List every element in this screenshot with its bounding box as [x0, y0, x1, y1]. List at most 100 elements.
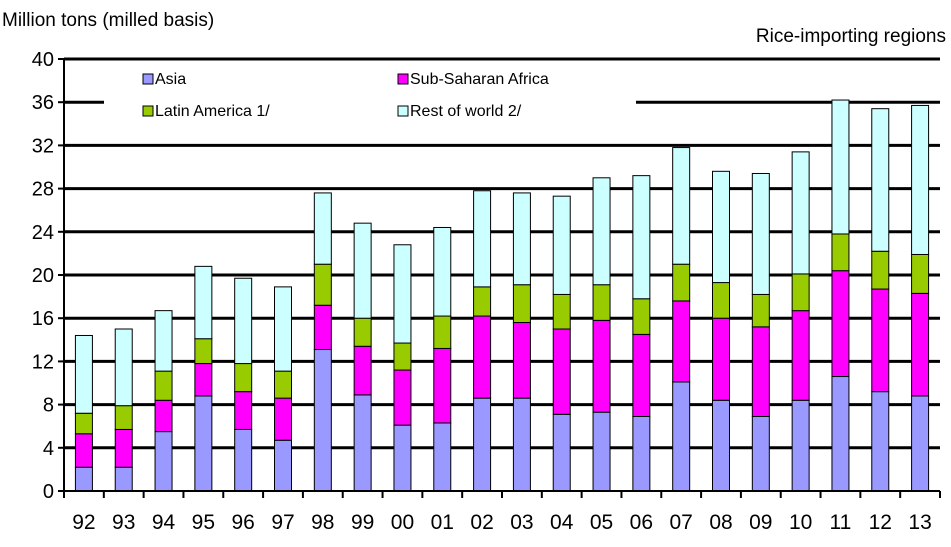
- bar-segment: [114, 428, 133, 468]
- bar-segment: [552, 293, 571, 330]
- bar-segment: [871, 391, 890, 492]
- bar-segment: [353, 317, 372, 347]
- bar-segment: [592, 177, 611, 286]
- bar-segment: [712, 282, 730, 319]
- bar-segment: [194, 338, 213, 365]
- y-tick-label: 20: [32, 265, 54, 287]
- x-tick-label: 13: [908, 511, 931, 534]
- bar-segment: [672, 147, 691, 265]
- bar-segment: [751, 293, 770, 328]
- bar-segment: [393, 424, 412, 492]
- x-tick-label: 08: [709, 511, 732, 534]
- bar-segment: [433, 347, 452, 424]
- x-tick-label: 96: [232, 511, 255, 534]
- x-tick-label: 10: [789, 511, 812, 534]
- bar-segment: [353, 222, 372, 319]
- x-tick-label: 04: [550, 511, 574, 534]
- x-tick-label: 12: [869, 511, 892, 534]
- legend-label: Asia: [155, 71, 186, 88]
- bar-segment: [831, 233, 850, 272]
- x-tick-label: 02: [470, 511, 493, 534]
- bar-segment: [74, 466, 93, 492]
- bar-segment: [114, 405, 133, 430]
- bar-segment: [911, 292, 930, 397]
- legend-swatch: [397, 73, 409, 85]
- bar-segment: [154, 370, 173, 401]
- bar-segment: [393, 369, 412, 426]
- bar-segment: [751, 326, 770, 417]
- bar-segment: [234, 428, 253, 492]
- bar-segment: [871, 250, 890, 290]
- bar-segment: [473, 286, 492, 317]
- bar-segment: [313, 263, 332, 306]
- x-tick-label: 99: [351, 511, 374, 534]
- bar-segment: [234, 391, 253, 430]
- y-axis-label: Million tons (milled basis): [2, 10, 214, 31]
- bar-segment: [154, 431, 173, 492]
- bar-segment: [871, 288, 890, 393]
- bar-segment: [592, 284, 611, 321]
- x-tick-label: 01: [431, 511, 454, 534]
- bar-segment: [751, 415, 770, 492]
- bar-segment: [234, 277, 253, 365]
- bar-segment: [911, 104, 930, 255]
- y-tick-label: 28: [32, 179, 54, 201]
- bar-segment: [512, 192, 531, 286]
- bar-segment: [831, 376, 850, 492]
- bar-segment: [592, 411, 611, 492]
- bar-segment: [313, 304, 332, 351]
- x-tick-label: 11: [830, 511, 852, 534]
- x-tick-label: 09: [749, 511, 772, 534]
- y-tick-label: 32: [32, 135, 54, 157]
- y-tick-label: 0: [43, 481, 54, 503]
- legend-swatch: [397, 105, 409, 117]
- bar-segment: [274, 286, 292, 372]
- bar-segment: [672, 263, 691, 302]
- bar-segment: [712, 317, 730, 401]
- x-tick-label: 93: [112, 511, 135, 534]
- x-tick-label: 98: [311, 511, 334, 534]
- legend-label: Latin America 1/: [155, 103, 270, 120]
- bar-segment: [552, 195, 571, 295]
- chart-title: Rice-importing regions: [756, 26, 946, 47]
- legend-label: Rest of world 2/: [410, 103, 522, 120]
- bar-segment: [194, 363, 213, 397]
- bar-segment: [672, 300, 691, 383]
- bar-segment: [512, 397, 531, 492]
- bar-segment: [114, 466, 133, 492]
- bar-segment: [712, 170, 730, 284]
- x-tick-label: 05: [590, 511, 613, 534]
- y-tick-label: 16: [32, 308, 54, 330]
- bar-segment: [632, 298, 651, 335]
- bar-segment: [473, 315, 492, 399]
- bar-segment: [393, 342, 412, 371]
- bar-segment: [831, 99, 850, 235]
- x-tick-label: 06: [630, 511, 653, 534]
- x-tick-label: 07: [670, 511, 693, 534]
- bar-segment: [274, 439, 292, 492]
- x-tick-label: 92: [72, 511, 95, 534]
- x-tick-label: 94: [152, 511, 176, 534]
- bar-segment: [194, 265, 213, 340]
- bar-segment: [433, 422, 452, 492]
- bar-segment: [154, 310, 173, 372]
- bar-segment: [353, 394, 372, 492]
- bar-segment: [313, 192, 332, 265]
- y-tick-label: 4: [43, 438, 54, 460]
- legend-swatch: [142, 105, 154, 117]
- bar-segment: [552, 413, 571, 492]
- bar-segment: [791, 151, 810, 275]
- bar-segment: [632, 333, 651, 417]
- bar-segment: [433, 315, 452, 349]
- x-tick-label: 97: [271, 511, 294, 534]
- bar-segment: [512, 322, 531, 399]
- bar-segment: [791, 399, 810, 492]
- bar-segment: [751, 172, 770, 295]
- bar-segment: [433, 226, 452, 317]
- bar-segment: [393, 244, 412, 344]
- bar-segment: [473, 190, 492, 288]
- bar-segment: [274, 370, 292, 399]
- bar-segment: [74, 334, 93, 414]
